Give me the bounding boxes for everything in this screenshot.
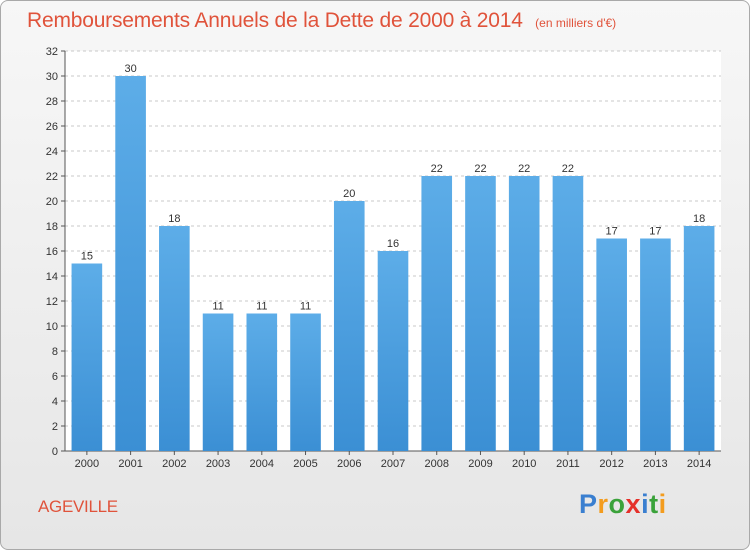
bar bbox=[159, 226, 190, 451]
data-label: 15 bbox=[81, 251, 93, 263]
data-label: 17 bbox=[606, 226, 618, 238]
y-tick-label: 14 bbox=[46, 271, 58, 283]
data-label: 30 bbox=[124, 63, 136, 75]
proxiti-logo[interactable]: Proxiti bbox=[579, 489, 667, 520]
data-label: 20 bbox=[343, 188, 355, 200]
chart-title: Remboursements Annuels de la Dette de 20… bbox=[27, 9, 523, 32]
data-label: 22 bbox=[518, 163, 530, 175]
data-label: 17 bbox=[649, 226, 661, 238]
bar bbox=[246, 313, 278, 451]
y-tick-label: 32 bbox=[46, 46, 58, 58]
data-label: 11 bbox=[256, 301, 267, 313]
y-tick-label: 26 bbox=[46, 121, 58, 133]
y-tick-label: 16 bbox=[46, 246, 58, 258]
x-tick-label: 2004 bbox=[250, 458, 274, 470]
logo-letter: o bbox=[608, 489, 626, 519]
bar bbox=[115, 76, 146, 451]
chart-subtitle: (en milliers d'€) bbox=[535, 16, 617, 30]
data-label: 11 bbox=[212, 301, 223, 313]
data-label: 22 bbox=[431, 163, 443, 175]
x-tick-label: 2001 bbox=[118, 458, 142, 470]
y-tick-label: 6 bbox=[52, 371, 58, 383]
y-tick-label: 4 bbox=[52, 396, 58, 408]
bar bbox=[202, 313, 234, 451]
y-tick-label: 30 bbox=[46, 71, 58, 83]
y-tick-label: 10 bbox=[46, 321, 58, 333]
logo-letter: x bbox=[625, 489, 642, 519]
y-tick-label: 2 bbox=[52, 421, 58, 433]
bar bbox=[333, 201, 365, 451]
y-tick-label: 22 bbox=[46, 171, 58, 183]
x-tick-label: 2010 bbox=[512, 458, 536, 470]
data-label: 16 bbox=[387, 238, 399, 250]
y-tick-label: 24 bbox=[46, 146, 58, 158]
x-tick-label: 2003 bbox=[206, 458, 230, 470]
data-label: 22 bbox=[474, 163, 486, 175]
x-tick-label: 2006 bbox=[337, 458, 361, 470]
x-tick-label: 2000 bbox=[75, 458, 99, 470]
y-tick-label: 18 bbox=[46, 221, 58, 233]
bar bbox=[508, 176, 540, 451]
commune-name: AGEVILLE bbox=[38, 497, 118, 516]
y-tick-label: 12 bbox=[46, 296, 58, 308]
bar bbox=[683, 226, 715, 451]
data-label: 11 bbox=[300, 301, 311, 313]
bar bbox=[421, 176, 453, 451]
x-tick-label: 2012 bbox=[599, 458, 623, 470]
x-tick-label: 2002 bbox=[162, 458, 186, 470]
title-row: Remboursements Annuels de la Dette de 20… bbox=[27, 9, 616, 33]
data-label: 18 bbox=[168, 213, 180, 225]
logo-letter: P bbox=[579, 489, 598, 519]
y-tick-label: 0 bbox=[52, 446, 58, 458]
bar bbox=[71, 263, 103, 451]
x-tick-label: 2011 bbox=[556, 458, 580, 470]
x-tick-label: 2005 bbox=[293, 458, 317, 470]
y-tick-label: 28 bbox=[46, 96, 58, 108]
data-label: 22 bbox=[562, 163, 574, 175]
logo-letter: t bbox=[649, 489, 659, 519]
x-tick-label: 2007 bbox=[381, 458, 405, 470]
x-tick-label: 2014 bbox=[687, 458, 711, 470]
bar bbox=[290, 313, 321, 451]
y-tick-label: 8 bbox=[52, 346, 58, 358]
logo-letter: i bbox=[641, 489, 650, 519]
bar bbox=[552, 176, 584, 451]
bar bbox=[596, 238, 627, 451]
bar bbox=[465, 176, 496, 451]
bar bbox=[640, 238, 671, 451]
data-label: 18 bbox=[693, 213, 705, 225]
logo-letter: i bbox=[658, 489, 667, 519]
x-tick-label: 2008 bbox=[424, 458, 448, 470]
x-tick-label: 2009 bbox=[468, 458, 492, 470]
x-tick-label: 2013 bbox=[643, 458, 667, 470]
y-tick-label: 20 bbox=[46, 196, 58, 208]
logo-letter: r bbox=[597, 489, 609, 519]
bar bbox=[377, 251, 409, 451]
